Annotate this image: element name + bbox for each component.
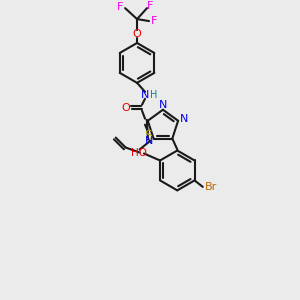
Text: F: F: [151, 16, 157, 26]
Text: O: O: [122, 103, 130, 113]
Text: S: S: [144, 129, 152, 142]
Text: F: F: [117, 2, 123, 12]
Text: F: F: [147, 1, 153, 11]
Text: N: N: [159, 100, 167, 110]
Text: N: N: [144, 136, 153, 146]
Text: H: H: [150, 90, 158, 100]
Text: Br: Br: [205, 182, 217, 192]
Text: HO: HO: [131, 148, 147, 158]
Text: O: O: [133, 29, 141, 39]
Text: N: N: [180, 114, 188, 124]
Text: N: N: [141, 90, 149, 100]
